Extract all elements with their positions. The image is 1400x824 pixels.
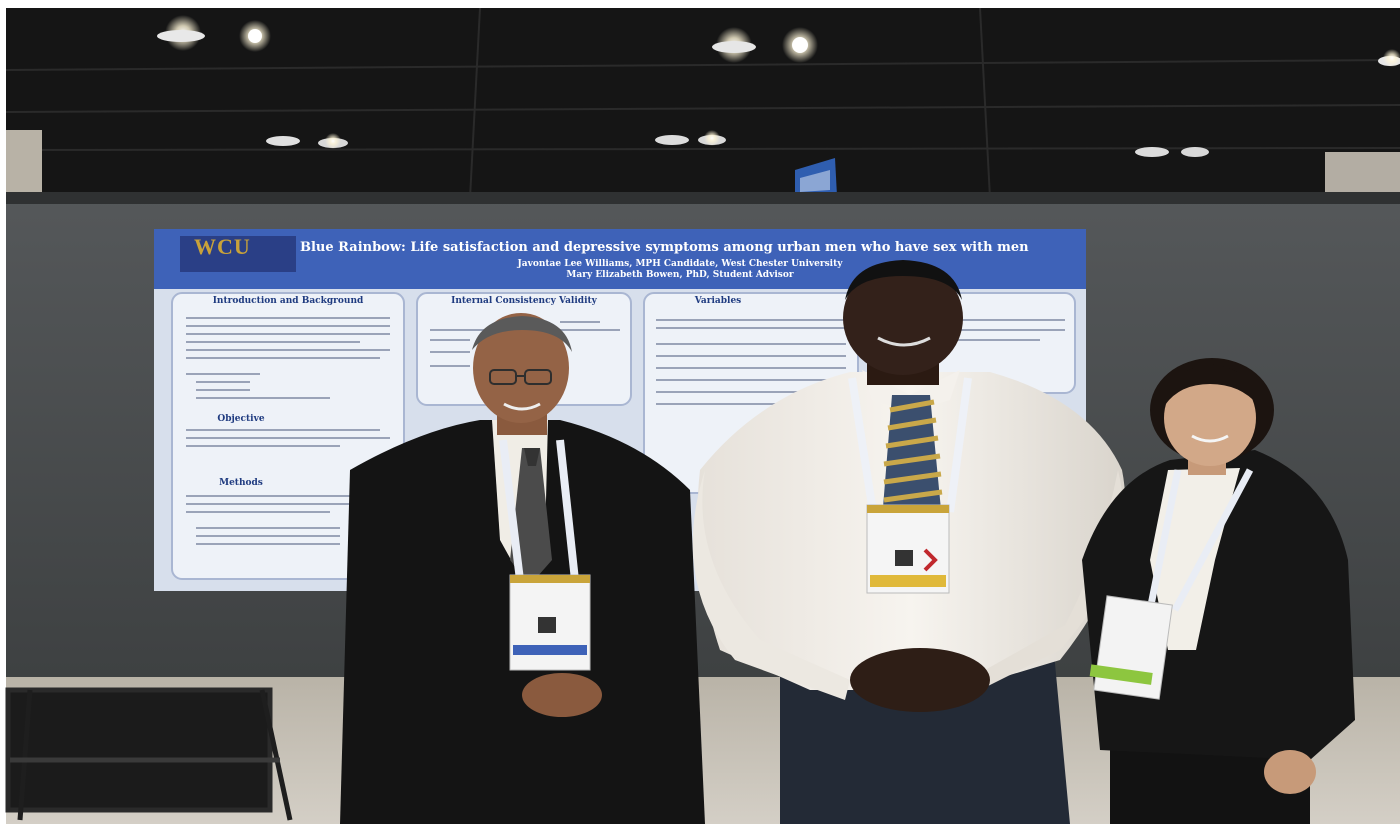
person-center (692, 260, 1126, 824)
pillar-right (1325, 152, 1400, 198)
ceiling-trusses (5, 7, 1400, 199)
ceiling (6, 8, 1400, 198)
poster-authors: Javontae Lee Williams, MPH Candidate, We… (440, 259, 920, 281)
poster-heading-validity: Internal Consistency Validity (451, 296, 597, 306)
poster-heading-variables: Variables (694, 296, 742, 306)
poster-logo: WCU (194, 234, 251, 259)
poster-panel-intro (171, 292, 405, 580)
folding-chair (5, 687, 293, 821)
pillar-left (6, 130, 42, 198)
poster-author-line-2: Mary Elizabeth Bowen, PhD, Student Advis… (566, 270, 794, 280)
poster-heading-objective: Objective (217, 414, 265, 424)
poster-title: Blue Rainbow: Life satisfaction and depr… (300, 240, 1029, 255)
ceiling-lights (157, 15, 1400, 157)
poster-author-line-1: Javontae Lee Williams, MPH Candidate, We… (517, 259, 843, 269)
person-left (340, 313, 705, 824)
person-right (1082, 358, 1355, 824)
poster-heading-methods: Methods (219, 478, 263, 488)
poster-heading-intro: Introduction and Background (212, 296, 364, 306)
